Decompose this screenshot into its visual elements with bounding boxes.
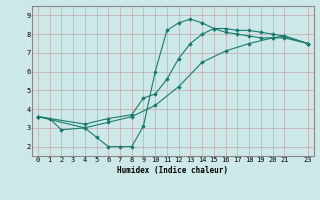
X-axis label: Humidex (Indice chaleur): Humidex (Indice chaleur) xyxy=(117,166,228,175)
